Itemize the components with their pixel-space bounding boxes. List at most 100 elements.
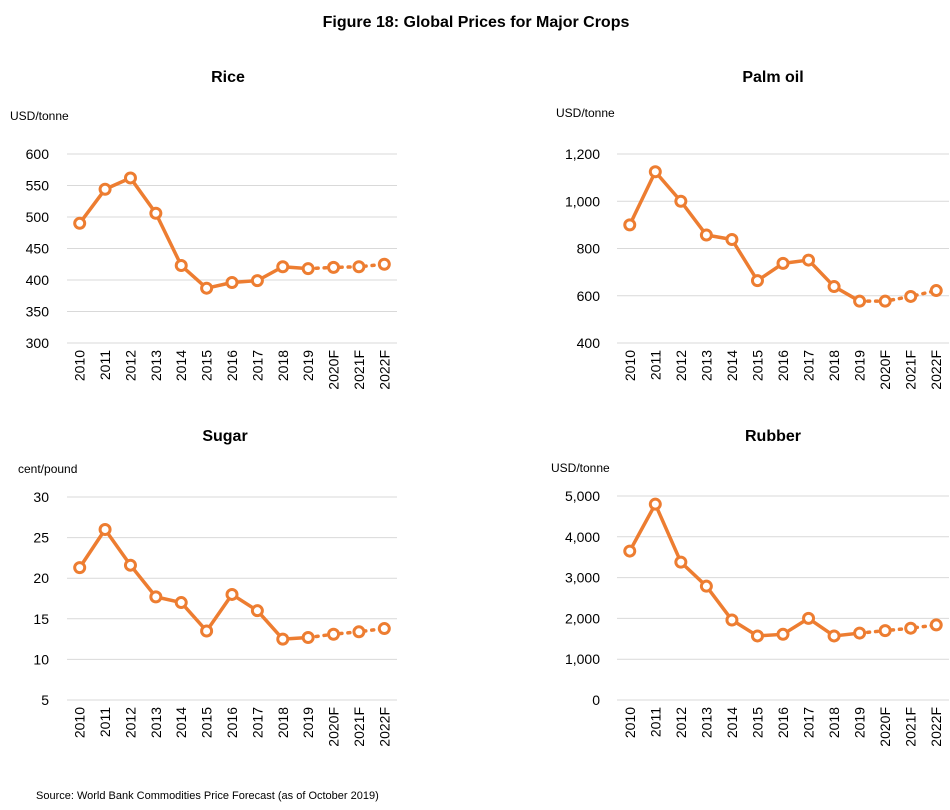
data-point — [725, 233, 739, 247]
data-point — [929, 618, 943, 632]
x-tick-label: 2022F — [928, 707, 944, 747]
data-point — [674, 555, 688, 569]
data-point — [648, 165, 662, 179]
x-tick-label: 2019 — [852, 350, 868, 381]
chart-palm-oil: Palm oil USD/tonne 400 600 800 1,000 1,200 2010… — [556, 69, 949, 390]
data-point — [802, 611, 816, 625]
x-tick-label: 2020F — [326, 350, 342, 390]
data-point — [98, 522, 112, 536]
x-tick-label: 2019 — [852, 707, 868, 738]
x-tick-label: 2010 — [72, 707, 88, 738]
y-tick-label: 1,200 — [565, 146, 600, 162]
x-tick-label: 2017 — [801, 707, 817, 738]
x-tick-label: 2012 — [673, 350, 689, 381]
y-tick-label: 20 — [33, 570, 49, 586]
y-tick-label: 15 — [33, 611, 49, 627]
x-tick-label: 2017 — [249, 707, 265, 738]
series-line-forecast — [857, 288, 938, 303]
y-tick-label: 10 — [33, 651, 49, 667]
y-tick-label: 3,000 — [565, 570, 600, 586]
x-tick-label: 2014 — [173, 350, 189, 381]
x-tick-label: 2021F — [903, 350, 919, 390]
chart-title: Rubber — [745, 428, 801, 445]
data-point — [73, 561, 87, 575]
x-tick-label: 2017 — [801, 350, 817, 381]
chart-title: Sugar — [202, 428, 247, 445]
data-point — [123, 558, 137, 572]
x-tick-label: 2015 — [749, 350, 765, 381]
data-point — [200, 281, 214, 295]
data-point — [200, 624, 214, 638]
x-tick-label: 2016 — [224, 707, 240, 738]
x-tick-label: 2018 — [826, 350, 842, 381]
x-tick-label: 2018 — [826, 707, 842, 738]
data-point — [174, 259, 188, 273]
data-point — [250, 604, 264, 618]
y-tick-label: 4,000 — [565, 529, 600, 545]
data-point — [827, 280, 841, 294]
data-point — [327, 627, 341, 641]
y-tick-label: 5,000 — [565, 488, 600, 504]
x-tick-label: 2020F — [877, 707, 893, 747]
x-tick-label: 2020F — [326, 707, 342, 747]
y-tick-label: 25 — [33, 530, 49, 546]
series-line-actual — [78, 527, 309, 641]
x-tick-label: 2018 — [275, 707, 291, 738]
data-point — [377, 622, 391, 636]
y-axis-unit-label: USD/tonne — [10, 109, 69, 123]
x-tick-label: 2014 — [724, 350, 740, 381]
data-point — [776, 627, 790, 641]
x-tick-label: 2022F — [376, 350, 392, 390]
data-point — [225, 276, 239, 290]
data-point — [750, 274, 764, 288]
data-point — [149, 590, 163, 604]
y-tick-label: 400 — [26, 272, 50, 288]
data-point — [750, 629, 764, 643]
x-tick-label: 2010 — [622, 350, 638, 381]
x-tick-label: 2016 — [775, 350, 791, 381]
x-tick-label: 2012 — [122, 707, 138, 738]
y-tick-label: 0 — [592, 692, 600, 708]
y-tick-label: 350 — [26, 304, 50, 320]
y-axis-unit-label: USD/tonne — [551, 461, 610, 475]
chart-sugar: Sugar cent/pound 5 10 15 20 25 30 2010 2011 2012 20… — [18, 428, 397, 747]
data-point — [878, 294, 892, 308]
y-tick-label: 5 — [41, 692, 49, 708]
chart-rice: Rice USD/tonne 300 350 400 450 500 550 600 2010 20… — [10, 69, 397, 390]
chart-title: Rice — [211, 69, 245, 86]
data-point — [276, 632, 290, 646]
data-point — [648, 497, 662, 511]
x-tick-label: 2012 — [673, 707, 689, 738]
x-tick-label: 2017 — [249, 350, 265, 381]
y-tick-label: 300 — [26, 335, 50, 351]
x-tick-label: 2021F — [351, 707, 367, 747]
series-line-actual — [628, 169, 861, 303]
series-line-forecast — [306, 262, 387, 271]
data-point — [802, 253, 816, 267]
series-line-actual — [78, 176, 309, 290]
y-tick-label: 400 — [577, 335, 601, 351]
x-tick-label: 2013 — [698, 350, 714, 381]
x-tick-label: 2011 — [97, 350, 113, 380]
data-point — [301, 630, 315, 644]
x-tick-label: 2016 — [224, 350, 240, 381]
data-point — [123, 171, 137, 185]
x-tick-label: 2022F — [376, 707, 392, 747]
x-tick-label: 2019 — [300, 707, 316, 738]
x-tick-label: 2011 — [647, 350, 663, 380]
y-axis-unit-label: USD/tonne — [556, 106, 615, 120]
x-tick-label: 2021F — [351, 350, 367, 390]
x-tick-label: 2012 — [122, 350, 138, 381]
data-point — [904, 621, 918, 635]
data-point — [699, 228, 713, 242]
y-tick-label: 1,000 — [565, 651, 600, 667]
data-point — [225, 587, 239, 601]
y-tick-label: 800 — [577, 241, 601, 257]
data-point — [276, 260, 290, 274]
data-point — [776, 256, 790, 270]
x-tick-label: 2016 — [775, 707, 791, 738]
y-tick-label: 1,000 — [565, 193, 600, 209]
figure-title: Figure 18: Global Prices for Major Crops — [323, 14, 630, 31]
data-point — [377, 257, 391, 271]
